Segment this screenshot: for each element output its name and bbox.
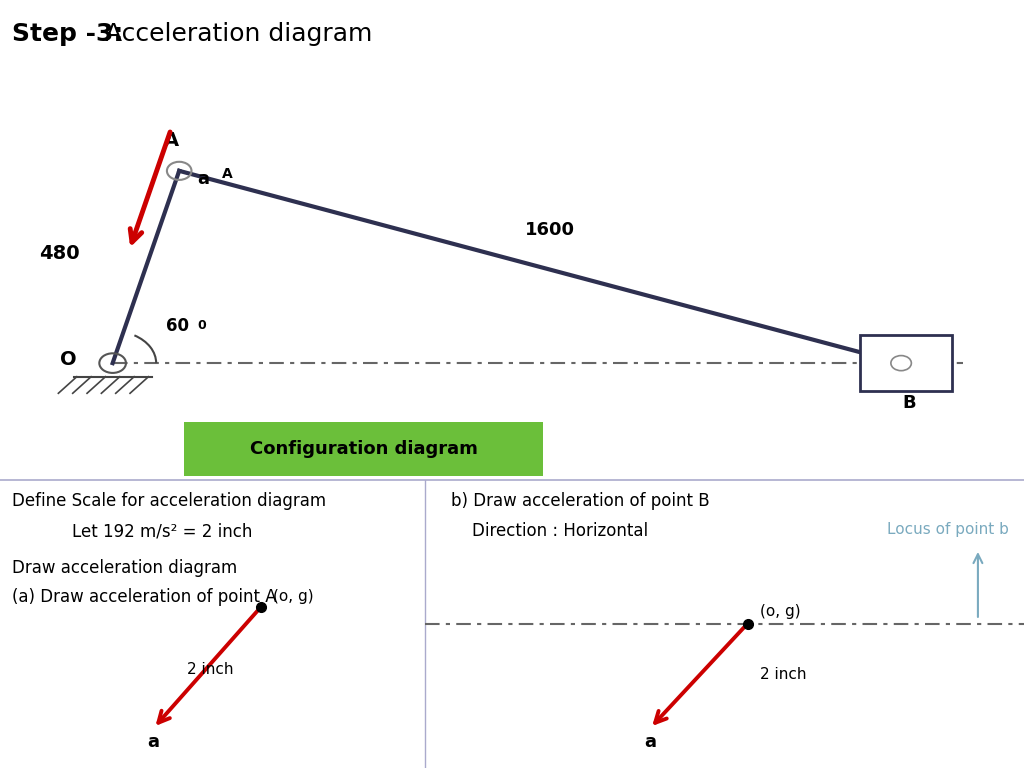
Text: O: O	[60, 350, 77, 369]
Text: (o, g): (o, g)	[273, 588, 314, 604]
Text: Define Scale for acceleration diagram: Define Scale for acceleration diagram	[12, 492, 327, 509]
Text: Let 192 m/s² = 2 inch: Let 192 m/s² = 2 inch	[72, 522, 252, 540]
Text: a: a	[147, 733, 160, 751]
Text: (a) Draw acceleration of point A: (a) Draw acceleration of point A	[12, 588, 276, 605]
Text: b) Draw acceleration of point B: b) Draw acceleration of point B	[451, 492, 710, 509]
Text: a: a	[198, 170, 210, 188]
Text: 2 inch: 2 inch	[187, 662, 233, 677]
Text: Step -3:: Step -3:	[12, 22, 124, 46]
FancyBboxPatch shape	[184, 422, 543, 476]
Text: A: A	[222, 167, 232, 181]
Text: a: a	[644, 733, 656, 751]
Text: 60: 60	[166, 317, 188, 336]
Text: (o, g): (o, g)	[760, 604, 801, 619]
Text: B: B	[902, 394, 916, 412]
Text: Locus of point b: Locus of point b	[887, 522, 1009, 538]
Text: 480: 480	[39, 244, 79, 263]
Text: Direction : Horizontal: Direction : Horizontal	[451, 522, 648, 540]
Text: Configuration diagram: Configuration diagram	[250, 440, 477, 458]
Text: Draw acceleration diagram: Draw acceleration diagram	[12, 559, 238, 577]
Text: 2 inch: 2 inch	[760, 667, 806, 682]
Text: 0: 0	[198, 319, 207, 333]
Text: 1600: 1600	[525, 221, 575, 240]
Text: A: A	[164, 131, 178, 150]
Text: Acceleration diagram: Acceleration diagram	[97, 22, 373, 46]
Bar	[860, 335, 952, 392]
